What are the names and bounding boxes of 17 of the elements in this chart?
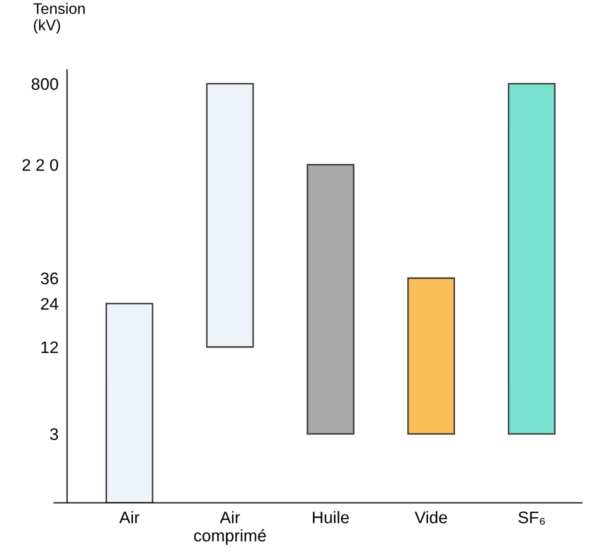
x-tick-label: Huile [312,511,349,524]
x-tick-label: Vide [414,511,447,524]
y-tick-label: 12 [41,341,58,354]
bar [306,164,354,435]
y-tick-label: 36 [40,272,58,284]
bar [508,83,556,435]
x-tick-label: Air [119,511,140,524]
bar [407,277,455,435]
y-tick-label: 24 [41,298,58,310]
y-axis-title: Tension (kV) [33,2,85,34]
y-tick-label: 3 [50,428,58,440]
y-tick-label: 2 2 0 [22,159,58,171]
x-tick-label: Air comprimé [194,511,266,545]
y-tick-label: 800 [32,78,58,90]
x-tick-label: SF₆ [518,512,545,525]
bar [106,302,154,503]
bar [206,83,254,348]
